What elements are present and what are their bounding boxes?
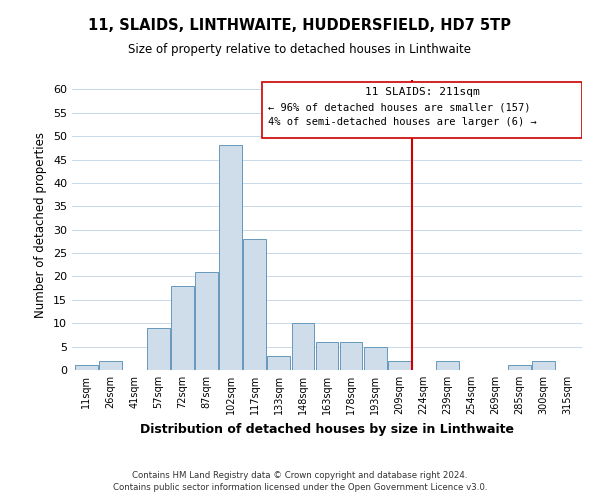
Bar xyxy=(388,360,410,370)
Bar xyxy=(532,360,555,370)
Text: Size of property relative to detached houses in Linthwaite: Size of property relative to detached ho… xyxy=(128,42,472,56)
Bar xyxy=(75,366,98,370)
Bar xyxy=(244,239,266,370)
Bar xyxy=(508,366,531,370)
Bar xyxy=(195,272,218,370)
Text: 11 SLAIDS: 211sqm: 11 SLAIDS: 211sqm xyxy=(365,87,479,97)
Text: 4% of semi-detached houses are larger (6) →: 4% of semi-detached houses are larger (6… xyxy=(268,118,537,128)
Text: ← 96% of detached houses are smaller (157): ← 96% of detached houses are smaller (15… xyxy=(268,102,530,113)
Bar xyxy=(99,360,122,370)
Text: 11, SLAIDS, LINTHWAITE, HUDDERSFIELD, HD7 5TP: 11, SLAIDS, LINTHWAITE, HUDDERSFIELD, HD… xyxy=(89,18,511,32)
Bar xyxy=(268,356,290,370)
Bar xyxy=(316,342,338,370)
Bar xyxy=(340,342,362,370)
Bar xyxy=(147,328,170,370)
Bar xyxy=(364,346,386,370)
Text: Contains HM Land Registry data © Crown copyright and database right 2024.
Contai: Contains HM Land Registry data © Crown c… xyxy=(113,471,487,492)
Bar xyxy=(292,323,314,370)
Bar xyxy=(220,146,242,370)
Y-axis label: Number of detached properties: Number of detached properties xyxy=(34,132,47,318)
Bar xyxy=(171,286,194,370)
FancyBboxPatch shape xyxy=(262,82,582,138)
Bar xyxy=(436,360,459,370)
X-axis label: Distribution of detached houses by size in Linthwaite: Distribution of detached houses by size … xyxy=(140,422,514,436)
